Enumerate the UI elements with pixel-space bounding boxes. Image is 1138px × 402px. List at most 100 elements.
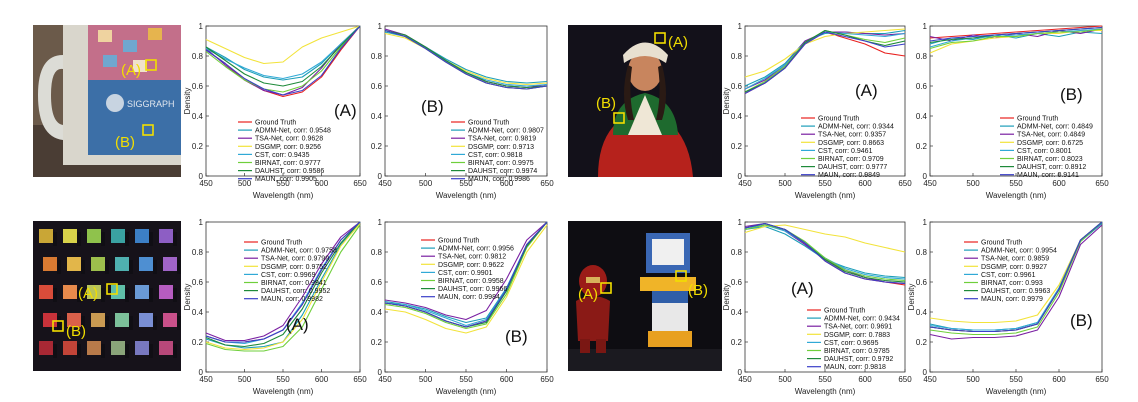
legend-entry: CST, corr: 0.9961 xyxy=(981,272,1036,279)
series-line-maun xyxy=(205,221,361,343)
marker-b xyxy=(142,124,154,136)
plot-frame xyxy=(744,25,906,177)
y-tick-label: 0.4 xyxy=(731,308,743,317)
y-tick-label: 0.2 xyxy=(192,338,204,347)
series-line-dauhst xyxy=(205,221,361,348)
legend-entry: TSA-Net, corr: 0.9819 xyxy=(468,136,536,143)
cube-shadow xyxy=(101,232,105,246)
panel-label: (B) xyxy=(421,97,444,116)
doll-face xyxy=(628,51,662,91)
x-tick-label: 500 xyxy=(966,179,980,188)
color-cube xyxy=(87,285,101,299)
legend-entry: ADMM-Net, corr: 0.9548 xyxy=(255,128,331,135)
legend-entry: CST, corr: 0.9461 xyxy=(818,148,873,155)
color-cube xyxy=(135,285,149,299)
x-tick-label: 650 xyxy=(353,375,367,384)
y-tick-label: 0 xyxy=(378,172,383,181)
cube-shadow xyxy=(77,232,81,246)
legend-entry: MAUN, corr: 0.9818 xyxy=(824,364,886,371)
y-tick-label: 0.4 xyxy=(371,112,383,121)
x-axis-label: Wavelength (nm) xyxy=(253,191,314,200)
scene-label-a: (A) xyxy=(668,34,688,51)
x-tick-label: 500 xyxy=(238,179,252,188)
legend-entry: BIRNAT, corr: 0.9709 xyxy=(818,156,884,163)
marker-a xyxy=(600,282,612,294)
ironman-body xyxy=(576,296,610,341)
legend-entry: BIRNAT, corr: 0.9777 xyxy=(255,160,321,167)
legend-entry: DSGMP, corr: 0.9927 xyxy=(981,264,1047,271)
cube-shadow xyxy=(101,288,105,302)
legend-entry: DSGMP, corr: 0.8663 xyxy=(818,140,884,147)
x-tick-label: 600 xyxy=(1052,179,1066,188)
cube-shadow xyxy=(149,232,153,246)
color-cube xyxy=(111,229,125,243)
chart-3: 450 500 550 600 650 0 0.2 0.4 0.6 0.8 1 Wavelength … xyxy=(722,18,912,206)
legend-entry: ADMM-Net, corr: 0.4849 xyxy=(1017,124,1093,131)
series-line-admm-net xyxy=(744,29,906,87)
chart-1: 450 500 550 600 650 0 0.2 0.4 0.6 0.8 1 Wavelength … xyxy=(183,18,367,206)
color-cube xyxy=(139,257,153,271)
legend-entry: DAUHST, corr: 0.8912 xyxy=(1017,164,1086,171)
x-tick-label: 550 xyxy=(459,375,473,384)
color-cube xyxy=(159,285,173,299)
legend-entry: TSA-Net, corr: 0.4849 xyxy=(1017,132,1085,139)
y-tick-label: 0.8 xyxy=(371,248,383,257)
panel-label: (B) xyxy=(505,327,528,346)
cube-shadow xyxy=(101,344,105,358)
x-tick-label: 650 xyxy=(1095,179,1109,188)
marker-b xyxy=(613,112,625,124)
y-tick-label: 0.4 xyxy=(731,112,743,121)
cube-shadow xyxy=(81,260,85,274)
series-line-birnat xyxy=(205,224,361,352)
legend-entry: CST, corr: 0.9435 xyxy=(255,152,310,159)
x-tick-label: 500 xyxy=(419,375,433,384)
x-tick-label: 450 xyxy=(378,179,392,188)
color-cube xyxy=(115,257,129,271)
legend-entry: DSGMP, corr: 0.9752 xyxy=(261,264,327,271)
legend-entry: Ground Truth xyxy=(261,240,302,247)
y-tick-label: 0 xyxy=(923,368,928,377)
x-tick-label: 600 xyxy=(315,179,329,188)
x-tick-label: 450 xyxy=(738,179,752,188)
chart-8: 450 500 550 600 650 0 0.2 0.4 0.6 0.8 1 Wavelength … xyxy=(907,214,1109,402)
scene-image-toys: (A) (B) xyxy=(568,221,722,371)
x-tick-label: 600 xyxy=(500,375,514,384)
legend-entry: DSGMP, corr: 0.9622 xyxy=(438,262,504,269)
cube-shadow xyxy=(173,232,177,246)
color-cube xyxy=(91,257,105,271)
y-tick-label: 0 xyxy=(199,172,204,181)
legend-entry: Ground Truth xyxy=(1017,116,1058,123)
y-tick-label: 0.4 xyxy=(192,308,204,317)
plot-frame xyxy=(929,25,1103,177)
chart-5: 450 500 550 600 650 0 0.2 0.4 0.6 0.8 1 Wavelength … xyxy=(183,214,367,402)
cube-shadow xyxy=(173,288,177,302)
y-tick-label: 0.2 xyxy=(371,142,383,151)
series-line-dsgmp xyxy=(205,223,361,351)
legend-entry: BIRNAT, corr: 0.993 xyxy=(981,280,1043,287)
cube-shadow xyxy=(57,260,61,274)
legend-entry: Ground Truth xyxy=(468,120,509,127)
color-cube xyxy=(43,313,57,327)
y-tick-label: 0.4 xyxy=(192,112,204,121)
cube-shadow xyxy=(77,288,81,302)
legend-entry: DSGMP, corr: 0.9256 xyxy=(255,144,321,151)
legend-entry: TSA-Net, corr: 0.9691 xyxy=(824,324,892,331)
series-line-dauhst xyxy=(384,29,548,89)
series-line-maun xyxy=(384,29,548,90)
color-cube xyxy=(91,313,105,327)
cube-shadow xyxy=(105,260,109,274)
x-tick-label: 600 xyxy=(858,179,872,188)
color-cube xyxy=(159,229,173,243)
legend-entry: CST, corr: 0.9818 xyxy=(468,152,523,159)
legend-entry: DAUHST, corr: 0.9586 xyxy=(255,168,324,175)
cube-grid xyxy=(39,229,181,358)
series-line-maun xyxy=(744,222,906,285)
cube-shadow xyxy=(173,344,177,358)
series-line-maun xyxy=(744,31,906,94)
cube-shadow xyxy=(149,344,153,358)
x-axis-label: Wavelength (nm) xyxy=(795,387,856,396)
y-tick-label: 0.8 xyxy=(916,248,928,257)
